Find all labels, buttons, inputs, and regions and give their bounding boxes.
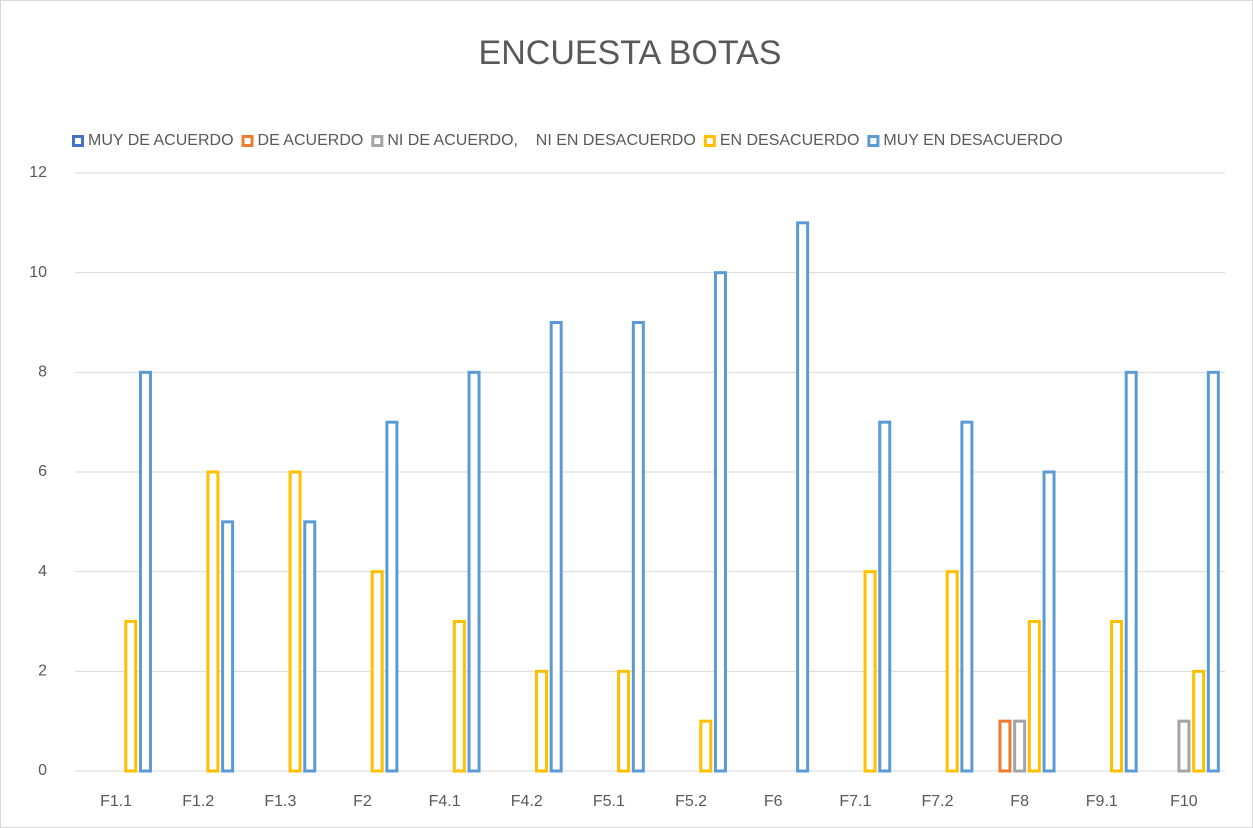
x-tick-label: F5.2 bbox=[675, 793, 707, 810]
bar bbox=[138, 370, 152, 773]
bar bbox=[1192, 669, 1206, 773]
y-tick-label: 2 bbox=[38, 663, 47, 680]
y-tick-label: 0 bbox=[38, 762, 47, 779]
bar bbox=[288, 470, 302, 773]
legend-swatch bbox=[72, 135, 84, 147]
bar bbox=[998, 719, 1012, 773]
bar bbox=[960, 420, 974, 773]
bar bbox=[1013, 719, 1027, 773]
bar bbox=[1124, 370, 1138, 773]
bar bbox=[385, 420, 399, 773]
legend-swatch bbox=[371, 135, 384, 147]
x-tick-label: F7.1 bbox=[839, 793, 871, 810]
bar bbox=[631, 321, 645, 773]
x-tick-label: F1.3 bbox=[264, 793, 296, 810]
bar bbox=[1177, 719, 1191, 773]
y-tick-label: 10 bbox=[29, 264, 47, 281]
legend-label: DE ACUERDO bbox=[258, 132, 364, 149]
x-tick-label: F8 bbox=[1010, 793, 1029, 810]
bar bbox=[878, 420, 892, 773]
chart-title: ENCUESTA BOTAS bbox=[479, 34, 782, 72]
bar bbox=[206, 470, 220, 773]
bar bbox=[467, 370, 481, 773]
x-tick-label: F6 bbox=[764, 793, 783, 810]
x-tick-label: F5.1 bbox=[593, 793, 625, 810]
x-tick-label: F1.2 bbox=[182, 793, 214, 810]
x-tick-label: F9.1 bbox=[1086, 793, 1118, 810]
x-tick-label: F7.2 bbox=[921, 793, 953, 810]
legend-swatch bbox=[703, 135, 716, 147]
bar bbox=[1109, 620, 1123, 773]
legend-label: MUY DE ACUERDO bbox=[88, 132, 234, 149]
legend-label: EN DESACUERDO bbox=[720, 132, 860, 149]
bar bbox=[370, 570, 384, 773]
x-tick-label: F10 bbox=[1170, 793, 1198, 810]
bar bbox=[1027, 620, 1041, 773]
bar bbox=[1042, 470, 1056, 773]
bar bbox=[1206, 370, 1220, 773]
legend-label: NI DE ACUERDO, NI EN DESACUERDO bbox=[387, 132, 696, 149]
bar bbox=[549, 321, 563, 773]
y-tick-label: 6 bbox=[38, 463, 47, 480]
bar bbox=[221, 520, 235, 773]
bar bbox=[796, 221, 810, 773]
bar bbox=[452, 620, 466, 773]
bar bbox=[617, 669, 631, 773]
x-tick-label: F4.1 bbox=[429, 793, 461, 810]
x-tick-label: F1.1 bbox=[100, 793, 132, 810]
y-tick-label: 12 bbox=[29, 164, 47, 181]
bar bbox=[124, 620, 138, 773]
bar bbox=[303, 520, 317, 773]
x-tick-label: F2 bbox=[353, 793, 372, 810]
bar bbox=[863, 570, 877, 773]
bar bbox=[699, 719, 713, 773]
bar bbox=[534, 669, 548, 773]
y-tick-label: 8 bbox=[38, 364, 47, 381]
legend-swatch bbox=[241, 135, 254, 147]
x-tick-label: F4.2 bbox=[511, 793, 543, 810]
legend-swatch bbox=[867, 135, 880, 147]
y-tick-label: 4 bbox=[38, 563, 47, 580]
bar bbox=[945, 570, 959, 773]
legend-label: MUY EN DESACUERDO bbox=[883, 132, 1062, 149]
bar bbox=[713, 271, 727, 773]
